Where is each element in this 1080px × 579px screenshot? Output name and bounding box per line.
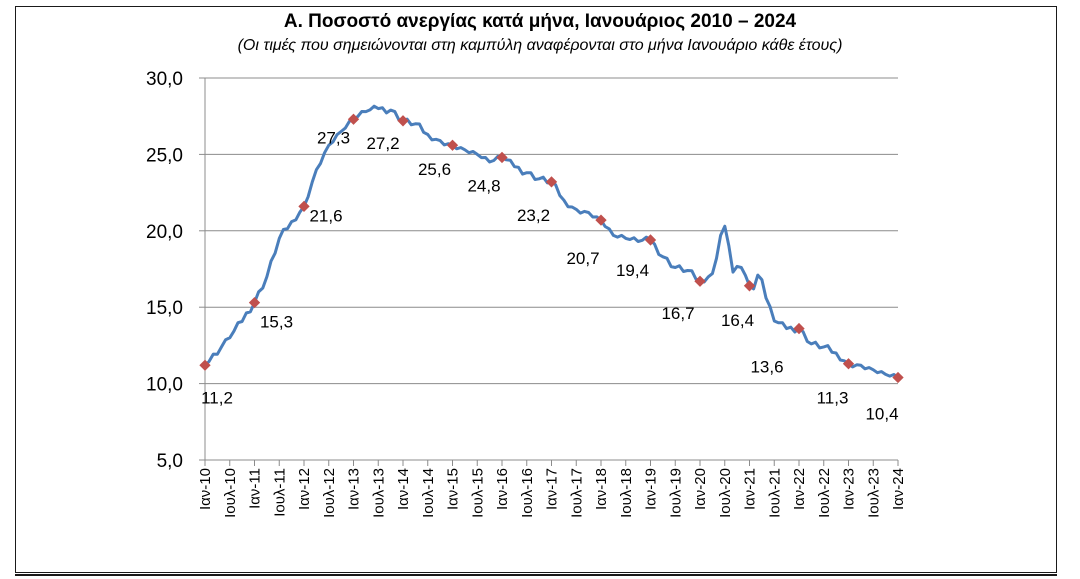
data-label: 23,2 xyxy=(517,206,550,225)
january-marker xyxy=(694,275,706,287)
x-axis-ticks: Ιαν-10 Ιουλ-10 Ιαν-11 Ιουλ-11 Ιαν-12 Ιουλ-12 Ι… xyxy=(197,460,907,518)
x-tick-label: Ιουλ-11 xyxy=(271,468,288,517)
data-label: 21,6 xyxy=(309,206,342,225)
january-markers xyxy=(199,113,904,384)
data-label: 19,4 xyxy=(616,261,649,280)
x-tick-label: Ιουλ-22 xyxy=(816,468,833,518)
x-tick-label: Ιουλ-19 xyxy=(667,468,684,518)
y-tick-label: 5,0 xyxy=(157,451,183,472)
x-tick-label: Ιαν-10 xyxy=(197,468,214,510)
data-label: 25,6 xyxy=(418,160,451,179)
x-tick-label: Ιαν-12 xyxy=(296,468,313,510)
x-tick-label: Ιουλ-14 xyxy=(420,468,437,518)
chart-subtitle: (Οι τιμές που σημειώνονται στη καμπύλη α… xyxy=(237,37,843,54)
data-label: 10,4 xyxy=(865,404,898,423)
y-tick-label: 15,0 xyxy=(146,298,183,319)
frame-bottom-divider xyxy=(15,574,1057,576)
january-marker xyxy=(892,371,904,384)
january-marker xyxy=(545,176,558,188)
x-tick-label: Ιαν-20 xyxy=(692,468,709,510)
january-marker xyxy=(743,280,756,292)
x-tick-label: Ιουλ-17 xyxy=(568,468,585,518)
gridlines xyxy=(205,77,898,385)
x-tick-label: Ιαν-16 xyxy=(494,468,511,510)
x-tick-label: Ιουλ-12 xyxy=(321,468,338,518)
x-tick-label: Ιαν-21 xyxy=(742,468,759,510)
x-tick-label: Ιουλ-23 xyxy=(865,468,882,518)
x-tick-label: Ιαν-17 xyxy=(544,468,561,510)
chart-frame xyxy=(15,6,1057,573)
x-tick-label: Ιαν-14 xyxy=(395,468,412,510)
january-marker xyxy=(298,200,310,213)
x-tick-label: Ιουλ-15 xyxy=(469,468,486,518)
x-tick-label: Ιουλ-10 xyxy=(222,468,239,518)
y-tick-label: 25,0 xyxy=(146,145,183,166)
unemployment-series-line xyxy=(203,104,899,379)
january-marker xyxy=(842,358,855,370)
x-tick-label: Ιουλ-13 xyxy=(370,468,387,518)
data-label: 11,2 xyxy=(201,388,233,407)
x-tick-label: Ιαν-15 xyxy=(445,468,462,510)
chart-title: A. Ποσοστό ανεργίας κατά μήνα, Ιανουάριο… xyxy=(283,11,797,32)
data-label: 16,7 xyxy=(661,304,694,323)
january-marker xyxy=(248,296,261,309)
data-label: 27,2 xyxy=(366,134,399,153)
january-marker xyxy=(496,151,508,164)
january-marker xyxy=(793,322,805,335)
data-label: 13,6 xyxy=(750,358,783,377)
data-label: 20,7 xyxy=(566,249,599,268)
data-label: 15,3 xyxy=(260,313,293,332)
january-marker xyxy=(446,139,459,151)
x-tick-label: Ιουλ-18 xyxy=(618,468,635,518)
y-tick-label: 30,0 xyxy=(146,69,183,90)
x-tick-label: Ιαν-24 xyxy=(890,468,907,510)
january-marker xyxy=(199,359,211,371)
axes xyxy=(204,78,898,461)
y-tick-label: 20,0 xyxy=(146,222,183,243)
data-label: 16,4 xyxy=(721,311,754,330)
y-axis-ticks: 5,0 10,0 15,0 20,0 25,0 30,0 xyxy=(146,69,205,472)
x-tick-label: Ιαν-23 xyxy=(841,468,858,510)
x-tick-label: Ιουλ-16 xyxy=(519,468,536,518)
x-tick-label: Ιαν-13 xyxy=(346,468,363,510)
x-tick-label: Ιαν-19 xyxy=(643,468,660,510)
data-label: 24,8 xyxy=(467,176,500,195)
data-label: 11,3 xyxy=(817,389,849,408)
january-marker xyxy=(644,234,657,246)
x-tick-label: Ιαν-11 xyxy=(247,468,264,509)
x-tick-label: Ιαν-18 xyxy=(593,468,610,510)
data-label: 27,3 xyxy=(317,128,350,147)
x-tick-label: Ιαν-22 xyxy=(791,468,808,510)
x-tick-label: Ιουλ-20 xyxy=(717,468,734,518)
january-marker xyxy=(595,214,607,226)
x-tick-label: Ιουλ-21 xyxy=(766,468,783,518)
y-tick-label: 10,0 xyxy=(146,375,183,396)
data-labels: 11,2 15,3 21,6 27,3 27,2 25,6 24,8 23,2 20,7 19,4… xyxy=(201,128,898,423)
